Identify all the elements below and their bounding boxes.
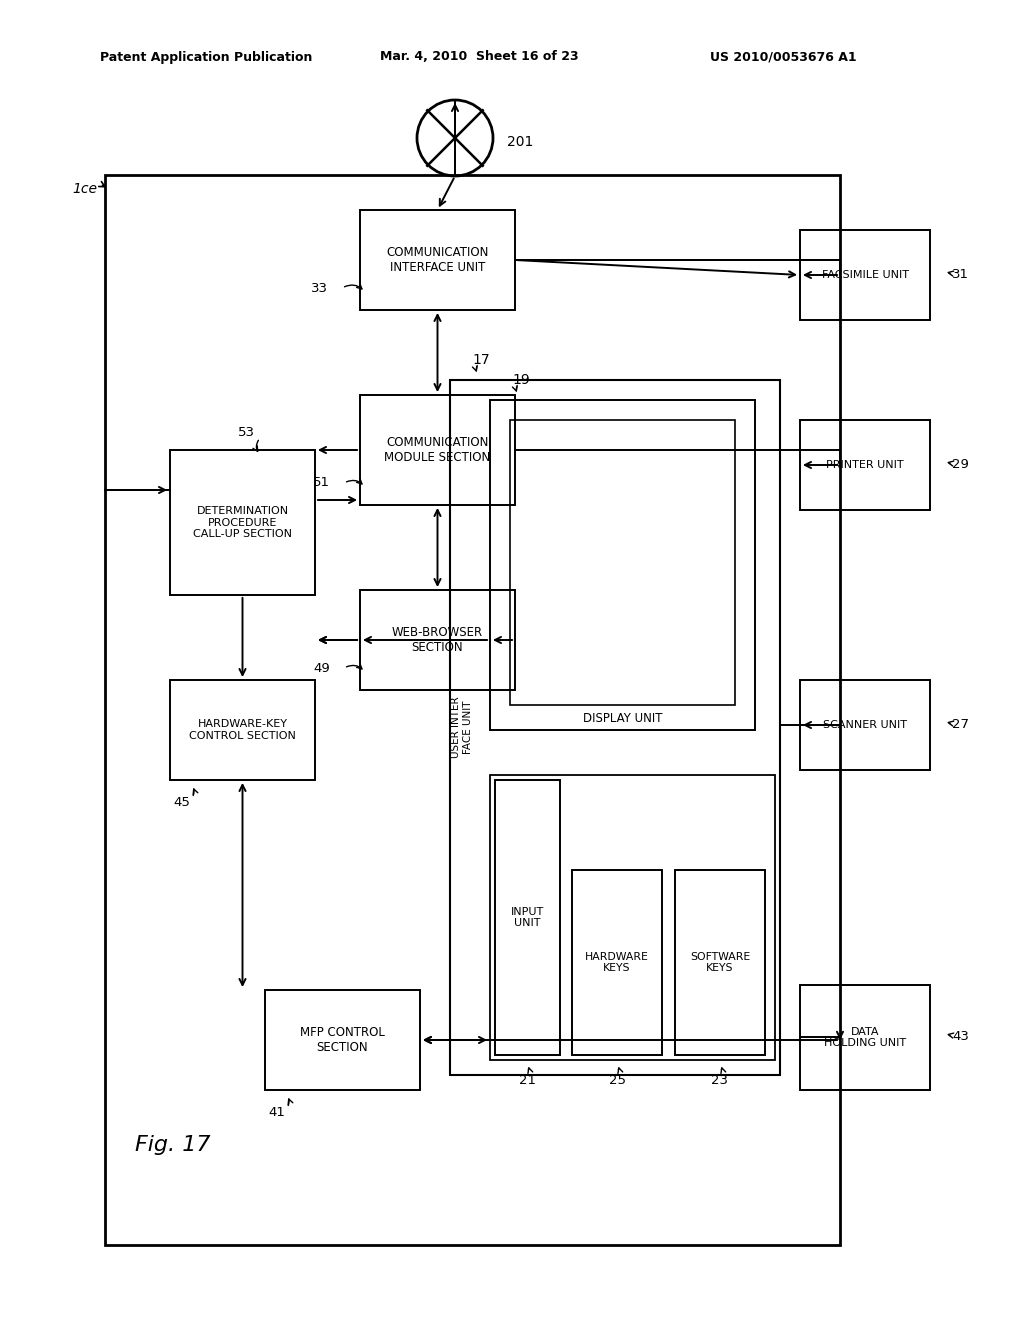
Text: 45: 45: [173, 796, 190, 808]
Text: COMMUNICATION
INTERFACE UNIT: COMMUNICATION INTERFACE UNIT: [386, 246, 488, 275]
Text: USER INTER
FACE UNIT: USER INTER FACE UNIT: [452, 696, 473, 758]
Bar: [490, 775, 775, 1060]
Bar: [800, 420, 930, 510]
Text: US 2010/0053676 A1: US 2010/0053676 A1: [710, 50, 857, 63]
Bar: [170, 450, 315, 595]
Text: 31: 31: [952, 268, 969, 281]
Bar: [675, 870, 765, 1055]
Text: 41: 41: [268, 1106, 285, 1118]
Text: 19: 19: [512, 374, 529, 387]
Bar: [800, 230, 930, 319]
Text: 51: 51: [313, 477, 330, 490]
Text: 201: 201: [507, 135, 534, 149]
Text: 43: 43: [952, 1031, 969, 1044]
Text: FACSIMILE UNIT: FACSIMILE UNIT: [821, 271, 908, 280]
Bar: [360, 395, 515, 506]
Text: 17: 17: [472, 352, 489, 367]
Bar: [450, 380, 780, 1074]
Bar: [360, 590, 515, 690]
Text: 23: 23: [712, 1073, 728, 1086]
Text: DISPLAY UNIT: DISPLAY UNIT: [583, 711, 663, 725]
Text: 49: 49: [313, 661, 330, 675]
Text: MFP CONTROL
SECTION: MFP CONTROL SECTION: [300, 1026, 385, 1053]
Text: 53: 53: [238, 425, 255, 438]
Text: DETERMINATION
PROCEDURE
CALL-UP SECTION: DETERMINATION PROCEDURE CALL-UP SECTION: [193, 506, 292, 539]
Text: WEB-BROWSER
SECTION: WEB-BROWSER SECTION: [392, 626, 483, 653]
Text: SOFTWARE
KEYS: SOFTWARE KEYS: [690, 952, 751, 973]
Text: Patent Application Publication: Patent Application Publication: [100, 50, 312, 63]
Text: COMMUNICATION
MODULE SECTION: COMMUNICATION MODULE SECTION: [384, 436, 490, 465]
Text: PRINTER UNIT: PRINTER UNIT: [826, 459, 904, 470]
Bar: [510, 420, 735, 705]
Bar: [800, 985, 930, 1090]
Bar: [265, 990, 420, 1090]
Bar: [360, 210, 515, 310]
Text: Fig. 17: Fig. 17: [135, 1135, 211, 1155]
Text: 33: 33: [311, 281, 328, 294]
Bar: [495, 780, 560, 1055]
Bar: [105, 176, 840, 1245]
Text: SCANNER UNIT: SCANNER UNIT: [823, 719, 907, 730]
Text: 29: 29: [952, 458, 969, 471]
Text: HARDWARE-KEY
CONTROL SECTION: HARDWARE-KEY CONTROL SECTION: [189, 719, 296, 741]
Text: 1ce: 1ce: [72, 182, 97, 195]
Bar: [572, 870, 662, 1055]
Text: DATA
HOLDING UNIT: DATA HOLDING UNIT: [824, 1027, 906, 1048]
Text: 25: 25: [608, 1073, 626, 1086]
Text: HARDWARE
KEYS: HARDWARE KEYS: [585, 952, 649, 973]
Text: INPUT
UNIT: INPUT UNIT: [511, 907, 544, 928]
Text: 21: 21: [518, 1073, 536, 1086]
Bar: [170, 680, 315, 780]
Bar: [800, 680, 930, 770]
Text: 27: 27: [952, 718, 969, 731]
Text: Mar. 4, 2010  Sheet 16 of 23: Mar. 4, 2010 Sheet 16 of 23: [380, 50, 579, 63]
Bar: [490, 400, 755, 730]
